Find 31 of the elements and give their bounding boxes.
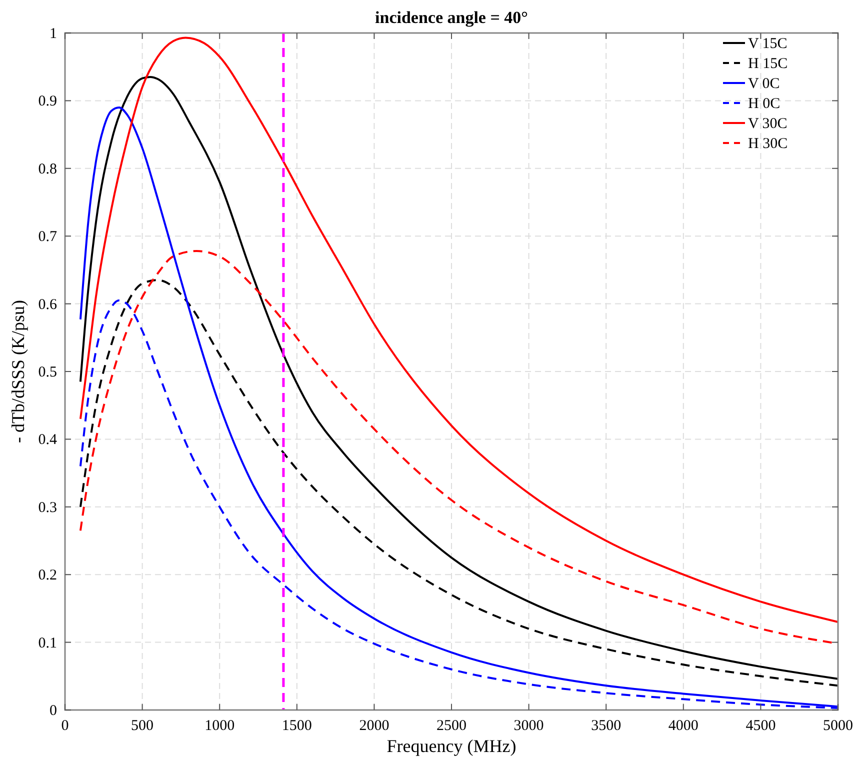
x-tick-label: 1500 bbox=[282, 718, 312, 734]
chart-title: incidence angle = 40° bbox=[375, 8, 528, 27]
legend-label: H 0C bbox=[748, 96, 780, 112]
legend-label: H 15C bbox=[748, 56, 788, 72]
x-tick-label: 2500 bbox=[436, 718, 466, 734]
x-tick-label: 0 bbox=[61, 718, 69, 734]
x-tick-label: 4000 bbox=[668, 718, 698, 734]
x-tick-label: 3000 bbox=[514, 718, 544, 734]
x-tick-label: 5000 bbox=[823, 718, 853, 734]
y-tick-label: 0.5 bbox=[38, 364, 57, 380]
y-tick-label: 0.4 bbox=[38, 432, 58, 448]
y-tick-label: 0 bbox=[50, 703, 57, 719]
y-tick-label: 0.3 bbox=[38, 500, 57, 516]
y-axis-title: - dTb/dSSS (K/psu) bbox=[8, 300, 28, 444]
legend-label: V 30C bbox=[748, 116, 788, 132]
x-tick-label: 3500 bbox=[591, 718, 622, 734]
y-tick-label: 0.1 bbox=[38, 635, 57, 652]
y-tick-label: 0.9 bbox=[38, 94, 57, 110]
legend-label: V 15C bbox=[748, 36, 788, 52]
x-tick-label: 1000 bbox=[204, 718, 235, 734]
y-tick-label: 0.7 bbox=[38, 229, 58, 246]
legend-label: H 30C bbox=[748, 136, 788, 152]
y-tick-label: 0.8 bbox=[38, 161, 57, 178]
x-tick-label: 2000 bbox=[359, 718, 390, 734]
y-tick-label: 1 bbox=[50, 26, 57, 42]
y-tick-label: 0.6 bbox=[38, 296, 58, 313]
y-tick-label: 0.2 bbox=[38, 568, 57, 584]
x-tick-label: 4500 bbox=[746, 718, 776, 734]
x-axis-title: Frequency (MHz) bbox=[386, 736, 516, 756]
x-tick-label: 500 bbox=[131, 718, 154, 734]
legend-label: V 0C bbox=[748, 76, 780, 92]
